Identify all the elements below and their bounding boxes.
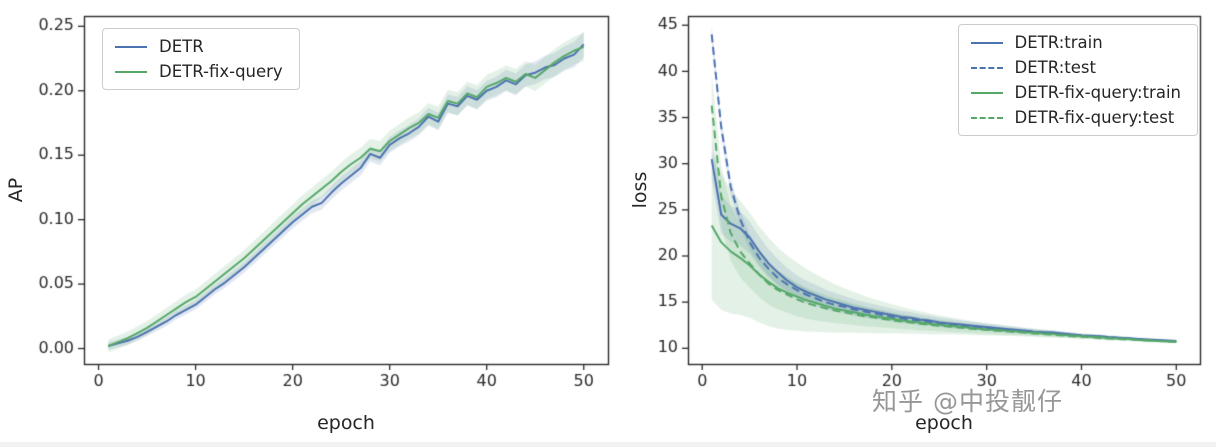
legend-item: DETR:test [970,58,1181,77]
legend-item: DETR [115,37,283,56]
legend-label: DETR-fix-query [159,62,283,81]
detr-fix-query-test-line-swatch-icon [970,116,1003,119]
loss-figure: loss epoch DETR:train DETR:test DETR-fix… [629,4,1216,444]
legend-label: DETR:test [1014,58,1096,77]
legend-label: DETR [159,37,204,56]
ap-y-axis-label: AP [5,177,27,203]
legend-item: DETR-fix-query [115,62,283,81]
detr-test-line-swatch-icon [970,66,1003,69]
ap-chart-canvas [0,4,630,444]
legend-label: DETR-fix-query:test [1014,108,1175,127]
legend-label: DETR:train [1014,33,1103,52]
loss-legend: DETR:train DETR:test DETR-fix-query:trai… [957,24,1198,136]
legend-label: DETR-fix-query:train [1014,83,1181,102]
ap-x-axis-label: epoch [317,412,375,434]
loss-x-axis-label: epoch [915,412,973,434]
legend-item: DETR-fix-query:train [970,83,1181,102]
ap-legend: DETR DETR-fix-query [102,28,300,90]
ap-figure: AP epoch DETR DETR-fix-query [0,4,630,444]
legend-item: DETR:train [970,33,1181,52]
loss-y-axis-label: loss [629,171,651,209]
detr-line-swatch-icon [115,45,147,48]
page-bottom-edge [0,442,1216,447]
detr-train-line-swatch-icon [970,41,1003,44]
detr-fix-query-train-line-swatch-icon [970,91,1003,94]
legend-item: DETR-fix-query:test [970,108,1181,127]
detr-fix-query-line-swatch-icon [115,70,147,73]
